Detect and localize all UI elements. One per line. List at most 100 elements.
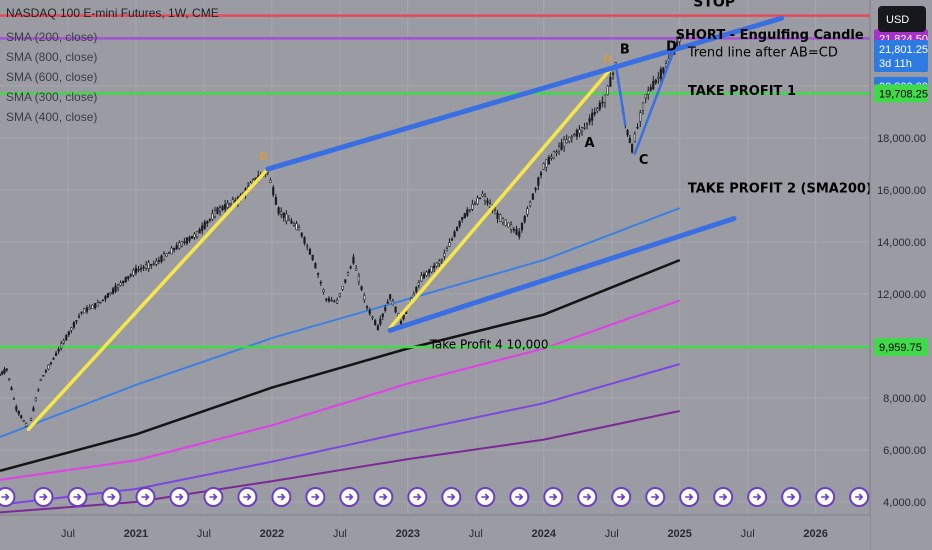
candle-body-112 [282, 212, 285, 218]
candle-body-35 [85, 307, 89, 312]
event-marker-icon-6[interactable] [203, 487, 224, 507]
trend-line-2[interactable] [614, 63, 627, 127]
event-marker-arrow-12 [413, 493, 422, 501]
indicator-legend-sma-800[interactable]: SMA (800, close) [6, 50, 98, 64]
candle-body-125 [317, 273, 320, 275]
event-marker-icon-24[interactable] [815, 487, 836, 507]
candle-body-49 [122, 280, 125, 284]
event-marker-icon-22[interactable] [747, 487, 768, 507]
event-marker-icon-12[interactable] [407, 487, 428, 507]
candle-body-161 [412, 293, 415, 297]
x-tick-label-8: Jul [605, 528, 619, 540]
candle-body-68 [170, 247, 173, 255]
event-marker-icon-18[interactable] [611, 487, 632, 507]
x-tick-label-5: 2023 [396, 528, 420, 540]
event-marker-icon-14[interactable] [475, 487, 496, 507]
x-tick-label-6: Jul [469, 528, 483, 540]
event-marker-icon-5[interactable] [169, 487, 190, 507]
annotation-4: TAKE PROFIT 2 (SMA200) [688, 181, 872, 196]
rally-line-1[interactable] [388, 65, 614, 330]
candle-body-142 [363, 295, 366, 301]
event-marker-icon-15[interactable] [509, 487, 530, 507]
candle-body-234 [601, 101, 604, 104]
x-tick-label-0: Jul [61, 528, 75, 540]
event-marker-icon-1[interactable] [33, 487, 54, 507]
x-tick-label-11: 2026 [803, 528, 827, 540]
event-marker-arrow-15 [515, 493, 524, 501]
event-marker-icon-25[interactable] [849, 487, 870, 507]
trend-line-0[interactable] [265, 15, 785, 172]
candle-body-205 [526, 208, 529, 215]
candle-body-248 [636, 126, 639, 129]
candle-body-131 [333, 300, 336, 303]
indicator-legend-sma-200[interactable]: SMA (200, close) [6, 30, 98, 44]
candle-body-51 [127, 275, 130, 279]
event-marker-icon-4[interactable] [135, 487, 156, 507]
candle-body-139 [355, 267, 358, 271]
candle-body-132 [336, 299, 339, 304]
event-marker-icon-16[interactable] [543, 487, 564, 507]
event-marker-arrow-23 [787, 493, 796, 501]
rally-line-0[interactable] [26, 167, 270, 431]
candle-body-258 [662, 67, 665, 73]
candle-body-177 [453, 231, 456, 237]
indicator-legend-sma-300[interactable]: SMA (300, close) [6, 90, 98, 104]
candle-body-143 [365, 306, 369, 308]
candle-body-133 [338, 293, 341, 297]
event-marker-arrow-25 [855, 493, 864, 501]
event-marker-icon-17[interactable] [577, 487, 598, 507]
event-marker-icon-20[interactable] [679, 487, 700, 507]
event-marker-icon-2[interactable] [67, 487, 88, 507]
candle-body-186 [476, 197, 479, 205]
candle-body-18 [42, 375, 45, 377]
candle-body-181 [463, 212, 466, 219]
candle-body-127 [322, 289, 325, 293]
event-marker-icon-13[interactable] [441, 487, 462, 507]
event-marker-icon-3[interactable] [101, 487, 122, 507]
candle-body-230 [591, 112, 594, 121]
event-marker-icon-0[interactable] [0, 487, 16, 507]
candle-body-138 [352, 256, 355, 264]
candle-body-40 [99, 301, 102, 304]
event-marker-icon-10[interactable] [339, 487, 360, 507]
candle-body-199 [510, 224, 513, 230]
annotation-9: D [666, 40, 677, 55]
candle-body-128 [325, 298, 328, 301]
event-marker-icon-19[interactable] [645, 487, 666, 507]
candle-body-245 [628, 138, 631, 143]
trend-line-1[interactable] [387, 215, 737, 333]
candle-body-4 [8, 378, 11, 381]
indicator-legend-sma-400[interactable]: SMA (400, close) [6, 110, 98, 124]
indicator-legend-sma-600[interactable]: SMA (600, close) [6, 70, 98, 84]
currency-button-label: USD [886, 14, 909, 26]
candle-body-27 [65, 334, 68, 341]
candle-body-254 [652, 81, 655, 90]
candle-body-170 [435, 262, 438, 267]
y-tick-label-0: 4,000.00 [883, 497, 926, 509]
event-marker-arrow-21 [719, 493, 728, 501]
candle-body-44 [109, 292, 112, 295]
pivot-mark-0: D [260, 151, 268, 163]
event-marker-icon-23[interactable] [781, 487, 802, 507]
candle-body-41 [101, 299, 105, 302]
candle-body-114 [287, 218, 290, 221]
event-marker-arrow-5 [175, 493, 184, 501]
candle-body-168 [430, 266, 433, 273]
currency-button[interactable] [878, 6, 926, 32]
event-marker-icon-7[interactable] [237, 487, 258, 507]
candle-body-144 [368, 310, 371, 315]
event-marker-icon-8[interactable] [271, 487, 292, 507]
event-marker-arrow-3 [107, 493, 116, 501]
candle-body-249 [639, 112, 642, 122]
candle-body-37 [91, 304, 94, 309]
candle-body-75 [188, 237, 191, 241]
event-marker-icon-11[interactable] [373, 487, 394, 507]
trend-line-3[interactable] [633, 48, 676, 155]
event-marker-icon-9[interactable] [305, 487, 326, 507]
candle-body-17 [39, 378, 42, 381]
event-marker-icon-21[interactable] [713, 487, 734, 507]
x-tick-label-2: Jul [197, 528, 211, 540]
candle-body-256 [657, 77, 660, 79]
candle-body-229 [588, 118, 591, 123]
candle-body-232 [596, 108, 599, 111]
